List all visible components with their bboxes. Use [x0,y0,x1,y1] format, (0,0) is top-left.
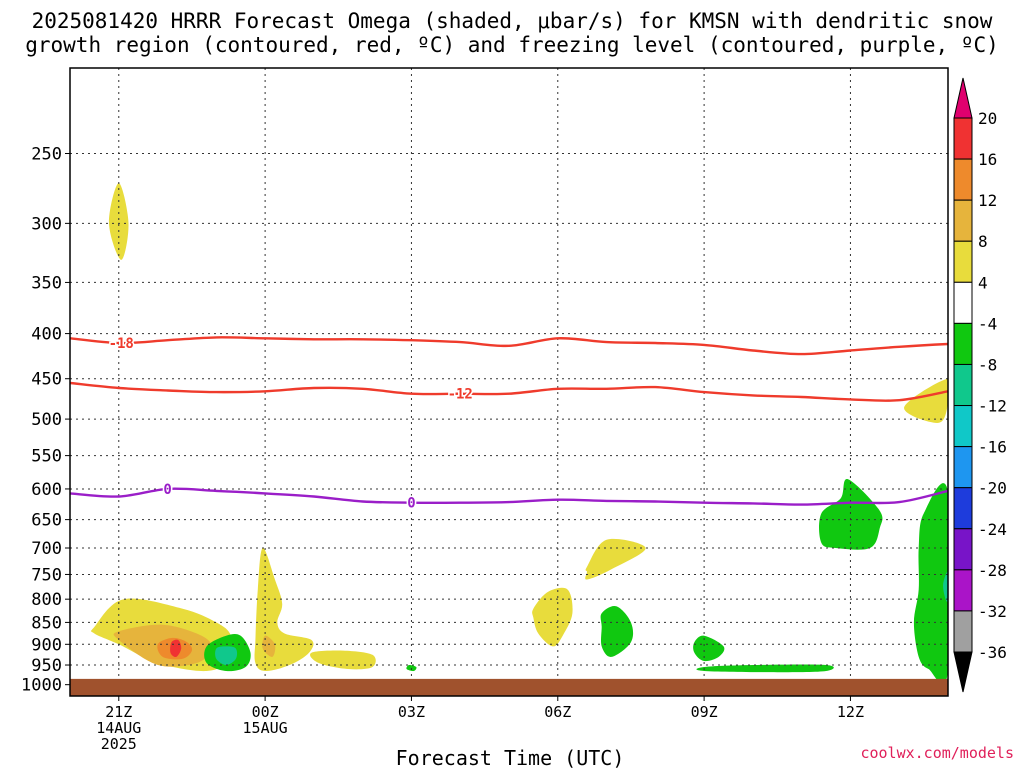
x-tick-label: 2025 [101,735,137,753]
omega-region [585,538,646,580]
colorbar-label: -8 [978,355,997,374]
colorbar-segment [953,158,973,201]
contour-label: 0 [407,496,415,512]
chart-title-line-2: growth region (contoured, red, ºC) and f… [25,33,999,57]
colorbar-label: -20 [978,479,1007,498]
colorbar-segment [953,322,973,365]
x-tick-label: 12Z [837,703,864,721]
colorbar-segment [953,117,973,160]
colorbar-segment [953,569,973,612]
colorbar-label: -28 [978,561,1007,580]
y-tick-label: 950 [31,656,62,676]
omega-region [943,571,948,602]
omega-region [254,547,314,672]
colorbar-label: -32 [978,602,1007,621]
y-tick-label: 900 [31,635,62,655]
y-tick-label: 400 [31,325,62,345]
colorbar-top-arrow [953,77,973,119]
contour-line [70,381,948,402]
omega-shading-layer [91,183,948,685]
omega-region [904,378,948,423]
contour-line [70,336,948,356]
contour-layer: -18 -12 0 0 [70,334,948,513]
omega-region [913,483,948,685]
x-tick-label: 09Z [691,703,718,721]
x-axis-label: Forecast Time (UTC) [396,746,625,768]
omega-region [696,664,834,673]
x-tick-label: 03Z [398,703,425,721]
y-tick-label: 650 [31,511,62,531]
colorbar-label: 20 [978,109,997,128]
y-tick-label: 450 [31,370,62,390]
colorbar-segment [953,487,973,530]
colorbar-segment [953,199,973,242]
y-tick-label: 350 [31,273,62,293]
colorbar-label: -16 [978,438,1007,457]
colorbar-label: -4 [978,314,997,333]
y-tick-label: 500 [31,410,62,430]
colorbar-label: 16 [978,150,997,169]
omega-region [310,650,376,670]
colorbar-segment [953,610,973,653]
y-tick-label: 850 [31,613,62,633]
contour-line [70,487,948,506]
omega-region [215,646,238,665]
chart-title-line-1: 2025081420 HRRR Forecast Omega (shaded, … [32,9,993,33]
y-tick-label: 300 [31,214,62,234]
y-tick-label: 800 [31,590,62,610]
colorbar-segment [953,405,973,448]
contour-label: -12 [448,387,473,403]
colorbar-label: -12 [978,397,1007,416]
grid-layer [70,68,948,696]
colorbar-segment [953,240,973,283]
x-tick-label: 06Z [544,703,571,721]
colorbar-label: 8 [978,232,988,251]
x-tick-label: 14AUG [96,719,141,737]
colorbar-label: 4 [978,273,988,292]
colorbar-bottom-arrow [953,651,973,693]
x-tick-label: 00Z [252,703,279,721]
omega-region [600,606,634,657]
y-tick-label: 250 [31,144,62,164]
contour-label: 0 [163,482,171,498]
colorbar-segment [953,363,973,407]
y-tick-label: 1000 [21,676,62,696]
colorbar-label: 12 [978,191,997,210]
x-tick-label: 15AUG [243,719,288,737]
contour-label: -18 [109,336,134,352]
axes-layer: 2503003504004505005506006507007508008509… [21,144,864,753]
colorbar-label: -24 [978,520,1007,539]
omega-region [819,479,883,550]
colorbar-label: -36 [978,643,1007,662]
colorbar-segment [953,446,973,489]
omega-region [693,635,725,662]
omega-region [532,587,573,647]
credit-link[interactable]: coolwx.com/models [860,744,1014,762]
ground-terrain-bar [70,678,948,696]
plot-frame [69,67,949,697]
y-tick-label: 700 [31,539,62,559]
colorbar-segment [953,281,973,324]
y-tick-label: 750 [31,565,62,585]
y-tick-label: 550 [31,447,62,467]
omega-region [108,183,129,260]
x-tick-label: 21Z [105,703,132,721]
y-tick-label: 600 [31,480,62,500]
colorbar-segment [953,528,973,571]
colorbar: 20 16 12 8 4 -4 -8 -12 -16 -20 -24 -28 -32 -36 [953,77,1007,693]
